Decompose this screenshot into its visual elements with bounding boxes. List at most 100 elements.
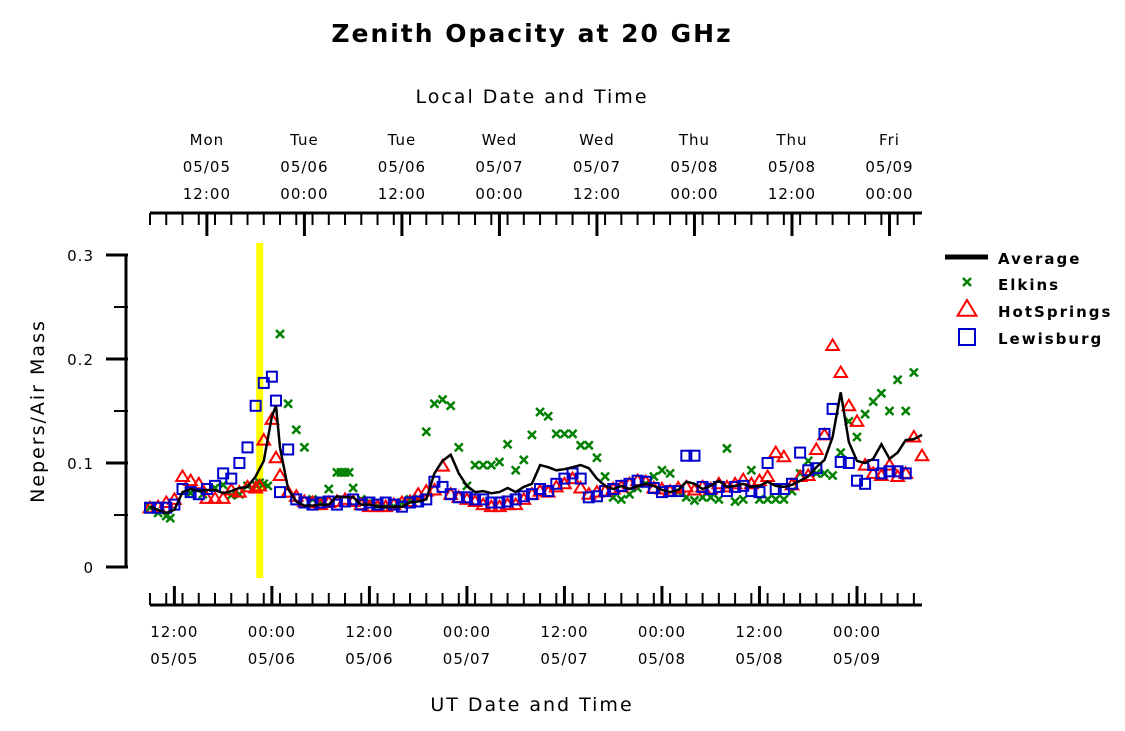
elkins-point [344,467,354,478]
elkins-point [470,460,480,470]
lewisburg-point [460,491,473,504]
y-tick-label: 0.1 [67,455,94,473]
x-tick-date: 05/09 [833,650,881,668]
chart-title: Zenith Opacity at 20 GHz [331,19,732,48]
elkins-point [884,406,895,416]
lewisburg-point [420,493,433,506]
elkins-point [746,465,757,476]
top-tick-time: 00:00 [865,185,913,203]
x-tick-date: 05/05 [150,650,198,668]
y-axis-title: Nepers/Air Mass [27,319,49,503]
x-tick-date: 05/08 [638,650,686,668]
elkins-point [778,494,789,505]
top-tick-day: Thu [678,131,710,149]
lewisburg-point [322,495,335,508]
lewisburg-point [794,446,807,459]
hotsprings-point [808,441,825,455]
top-tick-date: 05/07 [475,158,523,176]
elkins-point [900,406,911,416]
lewisburg-point [615,479,628,492]
x-tick-date: 05/07 [443,650,491,668]
lewisburg-point [785,477,798,490]
lewisburg-point [842,457,855,469]
lewisburg-point [314,496,327,509]
top-tick-day: Mon [190,131,225,149]
lewisburg-point [436,480,449,493]
lewisburg-point [225,472,238,485]
hotsprings-point [271,467,289,481]
elkins-point [559,428,570,439]
lewisburg-point [761,457,774,469]
lewisburg-point [477,493,490,506]
lewisburg-point [883,465,896,478]
hotsprings-point [263,411,280,425]
lewisburg-point [517,490,530,503]
lewisburg-point [469,493,482,506]
x-axis-title: UT Date and Time [430,694,633,716]
top-tick-time: 00:00 [280,185,328,203]
elkins-point [665,468,675,479]
lewisburg-point [542,485,555,498]
top-tick-day: Tue [387,131,417,149]
x-tick-date: 05/07 [540,650,588,668]
x-tick-time: 12:00 [345,623,393,641]
elkins-point [165,513,176,524]
hotsprings-point [215,490,232,504]
lewisburg-point [452,491,465,504]
lewisburg-point [891,465,904,478]
y-tick-label: 0.2 [67,351,94,369]
lewisburg-point [810,462,823,475]
lewisburg-point [387,498,400,511]
elkins-point [429,398,440,409]
elkins-point [868,396,879,407]
top-tick-date: 05/09 [865,158,913,176]
legend-x-swatch [962,277,972,287]
elkins-point [486,460,497,470]
elkins-point [502,439,513,450]
x-tick-time: 12:00 [150,623,198,641]
top-tick-time: 12:00 [768,185,816,203]
lewisburg-point [850,474,863,487]
lewisburg-point [769,483,782,495]
elkins-point [518,454,529,465]
hotsprings-point [840,397,857,412]
top-tick-day: Fri [879,131,900,149]
top-tick-day: Tue [289,131,319,149]
hotsprings-point [767,444,784,459]
top-tick-date: 05/08 [768,158,816,176]
elkins-point [892,374,903,385]
elkins-point [291,424,302,435]
elkins-point [657,465,667,476]
lewisburg-point [582,491,595,504]
lewisburg-point [363,496,376,509]
x-tick-date: 05/08 [735,650,783,668]
x-tick-time: 00:00 [443,623,491,641]
legend-label: Average [998,250,1081,268]
elkins-point [722,443,732,454]
elkins-point [770,494,781,505]
lewisburg-point [859,477,872,490]
x-tick-date: 05/06 [345,650,393,668]
elkins-point [478,460,489,470]
x-tick-time: 00:00 [248,623,296,641]
top-tick-time: 12:00 [378,185,426,203]
lewisburg-point [257,376,270,389]
x-tick-time: 00:00 [638,623,686,641]
hotsprings-point [824,337,841,351]
hotsprings-point [174,468,191,483]
top-tick-date: 05/06 [378,158,426,176]
legend-label: Lewisburg [998,330,1103,348]
hotsprings-point [182,472,199,487]
elkins-point [453,442,464,453]
elkins-point [600,471,610,482]
lewisburg-point [501,495,514,508]
lewisburg-point [534,483,547,495]
axes-layer: 0 0.1 0.2 0.3 12:00 05/05 00:00 05/06 12:00 05/06… [67,131,922,668]
hotsprings-point [267,449,285,464]
elkins-point [592,452,602,463]
top-tick-date: 05/05 [183,158,231,176]
lewisburg-point [485,496,498,509]
x-tick-time: 00:00 [833,623,881,641]
lewisburg-point [875,467,888,480]
